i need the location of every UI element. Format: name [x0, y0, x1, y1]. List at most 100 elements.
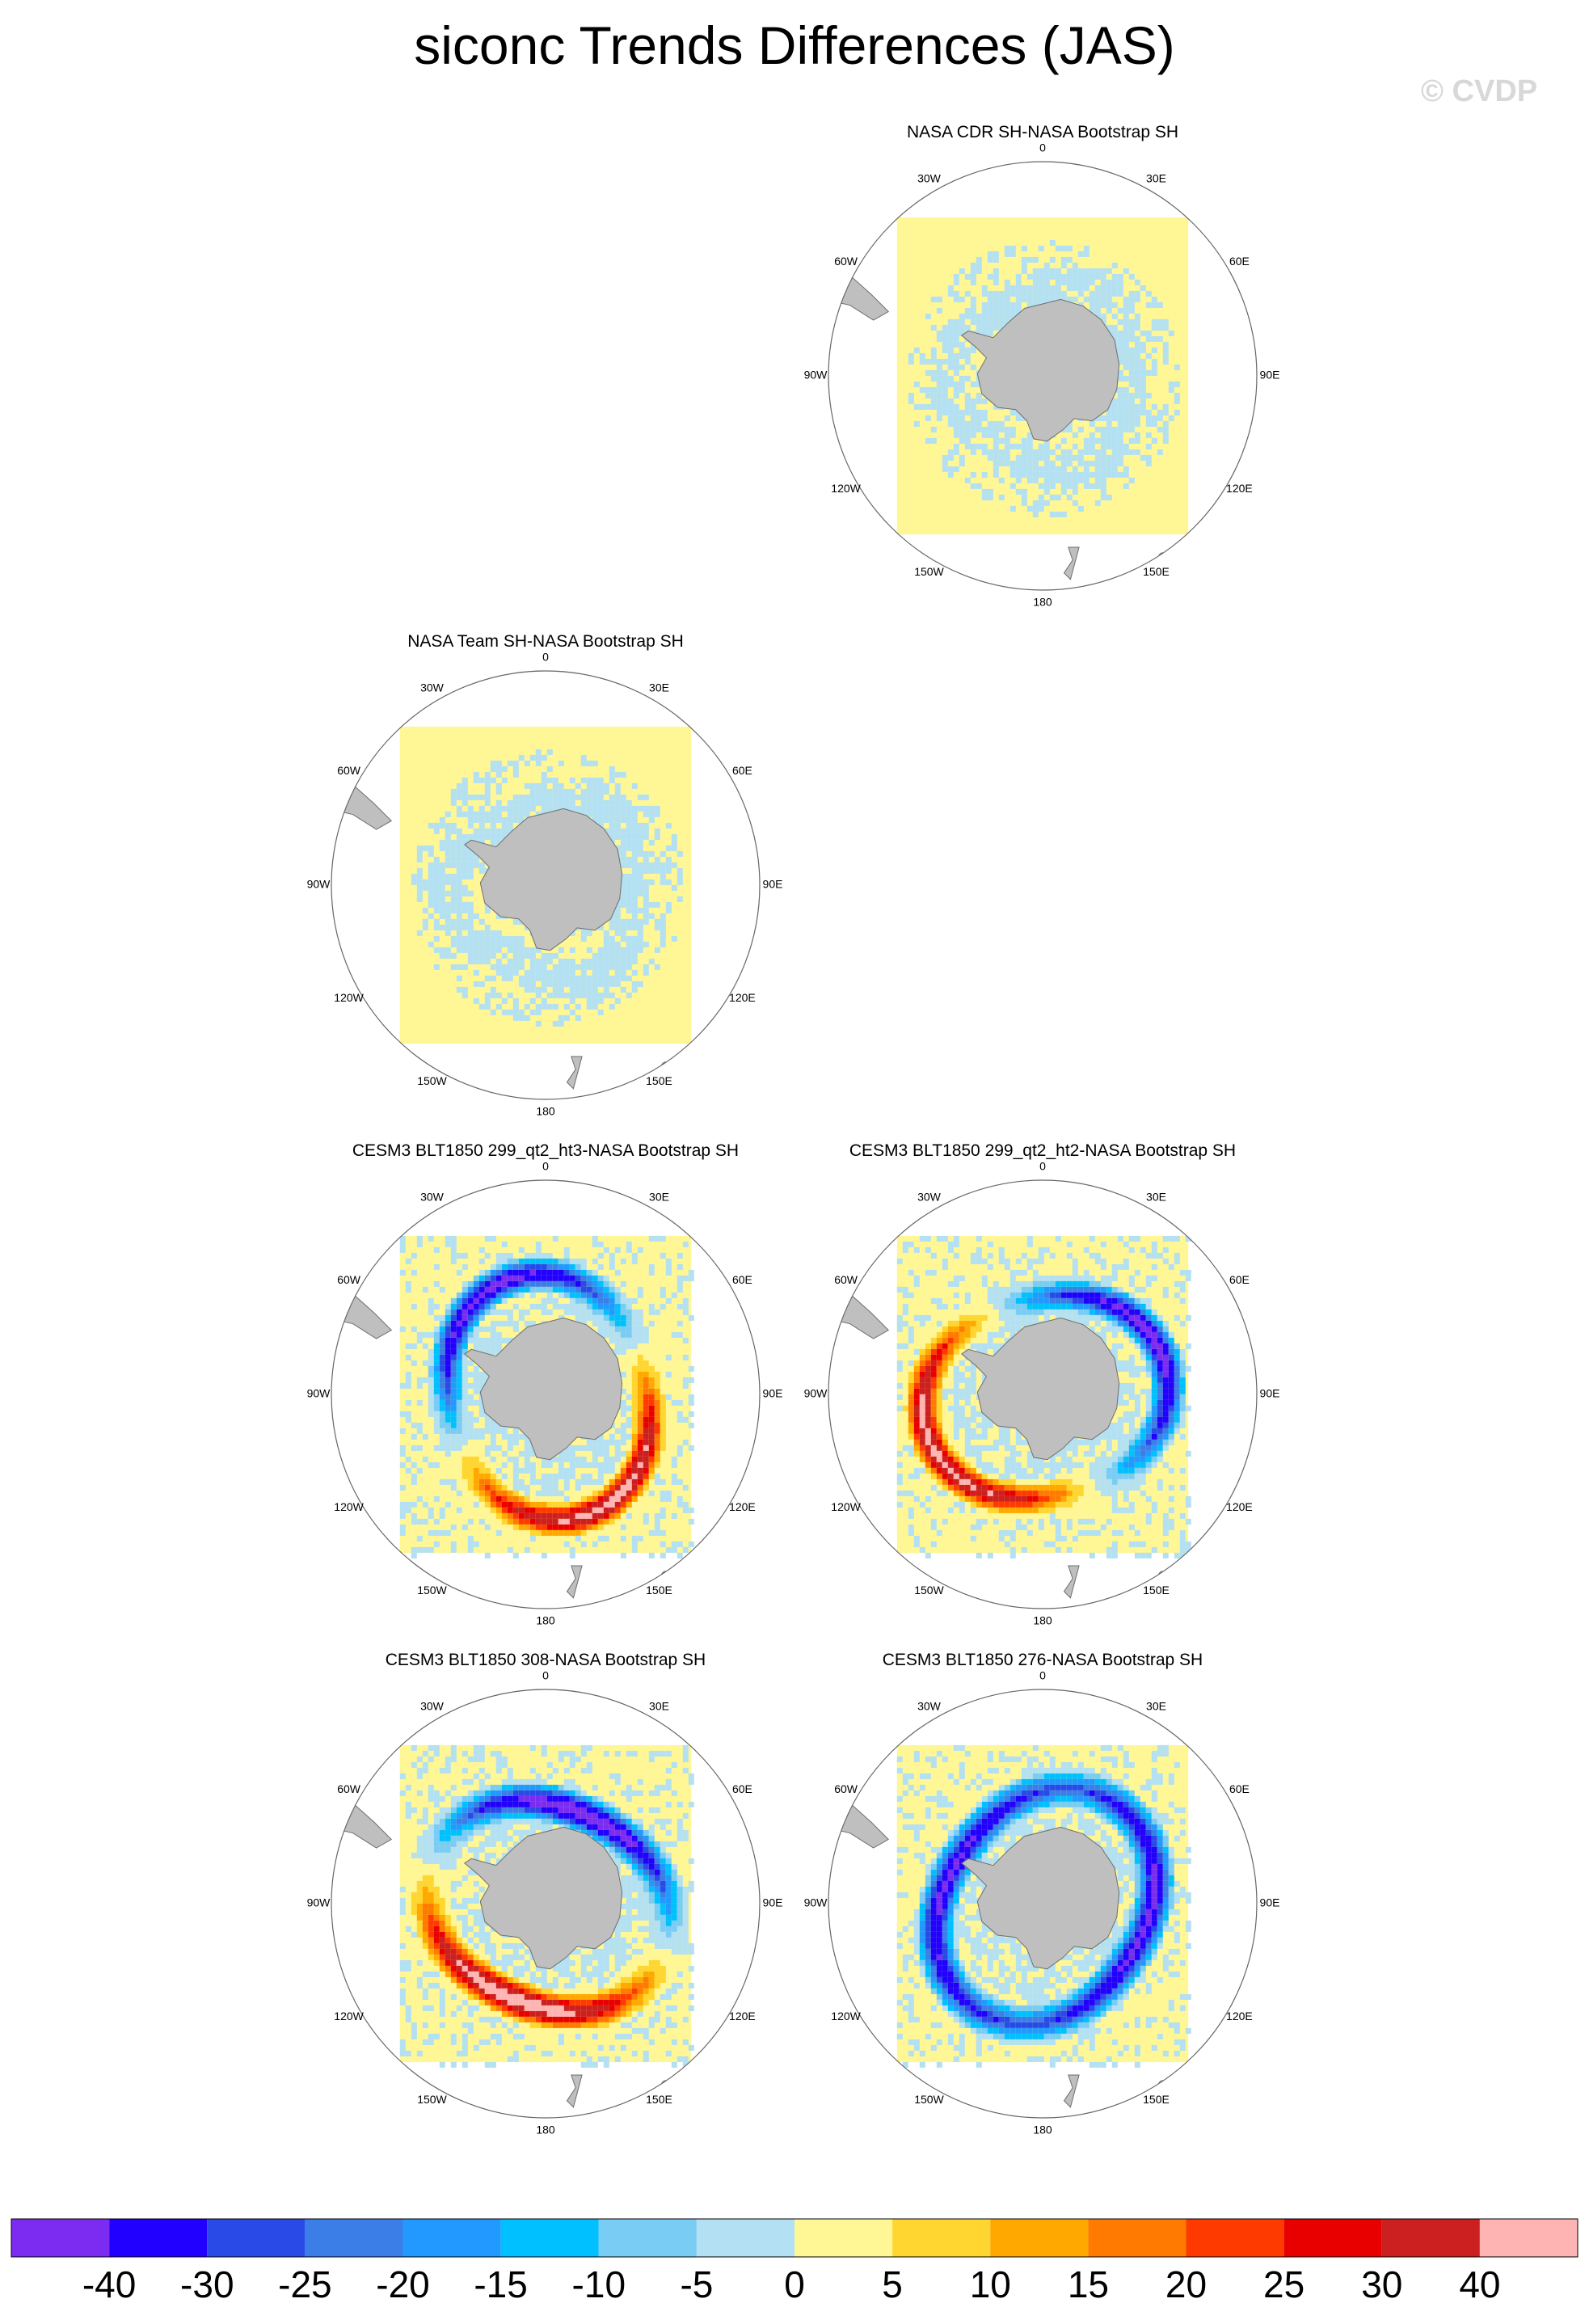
longitude-label: 0: [1039, 1669, 1046, 1682]
longitude-label: 30W: [420, 1190, 445, 1203]
panel-title: CESM3 BLT1850 308-NASA Bootstrap SH: [386, 1651, 706, 1669]
colorbar-swatch: [892, 2219, 991, 2257]
longitude-label: 30W: [917, 1699, 942, 1712]
colorbar-label: 30: [1361, 2263, 1402, 2305]
longitude-label: 180: [1033, 1614, 1052, 1627]
longitude-label: 60E: [732, 764, 752, 777]
longitude-label: 90W: [804, 1896, 828, 1909]
longitude-label: 60W: [834, 1782, 858, 1795]
panel-title: CESM3 BLT1850 299_qt2_ht3-NASA Bootstrap…: [352, 1141, 739, 1160]
longitude-label: 120E: [729, 1500, 756, 1513]
longitude-label: 60W: [337, 1273, 361, 1286]
field-cells: [399, 1235, 694, 1558]
longitude-label: 30E: [649, 1190, 669, 1203]
longitude-label: 90E: [1260, 1387, 1280, 1400]
colorbar-swatch: [1186, 2219, 1284, 2257]
map-panel: NASA CDR SH-NASA Bootstrap SH0 30E 60E 90E 1…: [804, 123, 1280, 609]
colorbar-label: -40: [82, 2263, 136, 2305]
longitude-label: 180: [536, 1105, 555, 1118]
colorbar-label: 25: [1263, 2263, 1304, 2305]
longitude-label: 60W: [337, 1782, 361, 1795]
longitude-label: 120W: [334, 991, 364, 1004]
longitude-label: 150E: [1143, 2093, 1170, 2106]
colorbar-label: 0: [784, 2263, 805, 2305]
colorbar-swatch: [500, 2219, 599, 2257]
longitude-label: 150W: [914, 1584, 944, 1596]
colorbar-swatch: [1088, 2219, 1186, 2257]
colorbar-swatch: [403, 2219, 501, 2257]
antarctica-landmass: [463, 808, 623, 951]
longitude-label: 60E: [1229, 1782, 1250, 1795]
longitude-label: 180: [1033, 596, 1052, 609]
colorbar-label: 20: [1165, 2263, 1207, 2305]
longitude-label: 0: [542, 1160, 549, 1173]
longitude-label: 30W: [420, 681, 445, 694]
colorbar-swatch: [11, 2219, 110, 2257]
longitude-label: 120W: [831, 482, 861, 495]
colorbar-swatch: [696, 2219, 795, 2257]
colorbar-label: -30: [180, 2263, 234, 2305]
longitude-label: 60W: [337, 764, 361, 777]
longitude-label: 30E: [649, 1699, 669, 1712]
new-zealand-landmass: [566, 1056, 583, 1090]
longitude-label: 90E: [1260, 369, 1280, 382]
longitude-label: 120W: [334, 2010, 364, 2022]
longitude-label: 150E: [646, 1074, 672, 1087]
longitude-label: 90E: [763, 1896, 783, 1909]
longitude-label: 150E: [646, 2093, 672, 2106]
watermark: © CVDP: [1421, 74, 1538, 108]
longitude-label: 120W: [334, 1500, 364, 1513]
colorbar-label: -25: [278, 2263, 331, 2305]
longitude-label: 180: [536, 2124, 555, 2136]
longitude-label: 90W: [804, 1387, 828, 1400]
longitude-label: 60E: [732, 1273, 752, 1286]
map-border: [331, 1179, 761, 1609]
antarctica-landmass: [960, 1317, 1120, 1461]
longitude-label: 150E: [646, 1584, 672, 1596]
antarctica-landmass: [960, 298, 1120, 442]
longitude-label: 120E: [1226, 1500, 1253, 1513]
antarctica-landmass: [463, 1826, 623, 1970]
longitude-label: 90W: [804, 369, 828, 382]
longitude-label: 150E: [1143, 1584, 1170, 1596]
longitude-label: 120E: [1226, 2010, 1253, 2022]
new-zealand-landmass: [1063, 546, 1080, 580]
longitude-label: 150W: [417, 1584, 447, 1596]
longitude-label: 60E: [1229, 1273, 1250, 1286]
longitude-label: 120E: [1226, 482, 1253, 495]
colorbar-label: -20: [376, 2263, 429, 2305]
longitude-label: 150W: [914, 565, 944, 578]
new-zealand-landmass: [566, 2074, 583, 2108]
antarctica-landmass: [463, 1317, 623, 1461]
longitude-label: 60W: [834, 255, 858, 268]
map-panel: CESM3 BLT1850 276-NASA Bootstrap SH0 30E 6…: [804, 1651, 1280, 2136]
longitude-label: 90E: [763, 878, 783, 891]
map-border: [331, 1689, 761, 2119]
colorbar: -40 -30 -25 -20 -15 -10 -5 0 5 10 15 20 25 30 40: [11, 2218, 1578, 2305]
page-title: siconc Trends Differences (JAS): [414, 15, 1175, 75]
longitude-label: 90W: [307, 878, 331, 891]
longitude-label: 90W: [307, 1896, 331, 1909]
longitude-label: 60E: [732, 1782, 752, 1795]
colorbar-frame: [11, 2218, 1578, 2258]
longitude-label: 60W: [834, 1273, 858, 1286]
longitude-label: 0: [542, 651, 549, 664]
colorbar-label: 15: [1068, 2263, 1109, 2305]
longitude-label: 30E: [1146, 171, 1166, 184]
colorbar-label: 5: [882, 2263, 903, 2305]
colorbar-label: -15: [474, 2263, 527, 2305]
new-zealand-landmass: [1063, 2074, 1080, 2108]
antarctica-landmass: [960, 1826, 1120, 1970]
map-border: [828, 1179, 1258, 1609]
map-border: [828, 1689, 1258, 2119]
longitude-label: 30W: [420, 1699, 445, 1712]
longitude-label: 150W: [417, 1074, 447, 1087]
longitude-label: 150E: [1143, 565, 1170, 578]
longitude-label: 60E: [1229, 255, 1250, 268]
colorbar-label: -10: [572, 2263, 626, 2305]
map-panel: CESM3 BLT1850 299_qt2_ht3-NASA Bootstrap…: [307, 1141, 783, 1627]
longitude-label: 150W: [914, 2093, 944, 2106]
colorbar-swatch: [207, 2219, 306, 2257]
longitude-label: 120E: [729, 2010, 756, 2022]
